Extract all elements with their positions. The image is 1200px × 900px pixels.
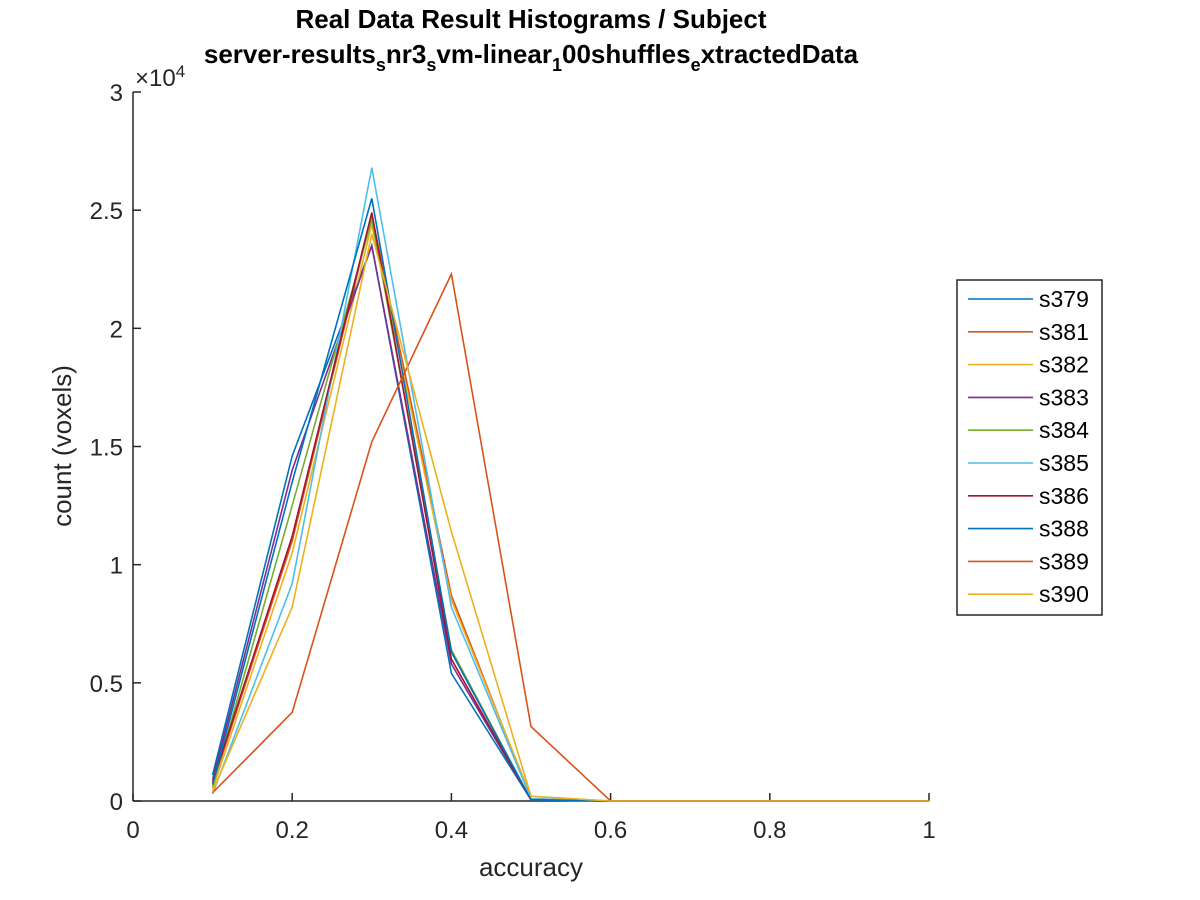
series-line-s383	[211, 242, 929, 802]
series-line-s388	[211, 198, 929, 802]
x-tick-label: 0	[126, 817, 139, 844]
legend-label-s388: s388	[1039, 516, 1089, 542]
axes	[132, 92, 929, 802]
series-line-s381	[211, 214, 929, 802]
legend-label-s389: s389	[1039, 548, 1089, 574]
series-line-s379	[211, 242, 929, 802]
chart-title: Real Data Result Histograms / Subject	[295, 4, 766, 34]
x-tick-label: 1	[922, 817, 935, 844]
y-axis-label: count (voxels)	[47, 365, 77, 527]
subtitle-subscript: e	[691, 55, 701, 75]
y-ticks: 0 0.5 1 1.5 2 2.5 3	[90, 80, 141, 816]
series-line-s386	[211, 212, 929, 802]
y-tick-label: 0.5	[90, 671, 123, 698]
series-line-s384	[211, 219, 929, 802]
y-tick-label: 1.5	[90, 435, 123, 462]
subtitle-subscript: s	[376, 55, 386, 75]
y-exponent-label: ×104	[135, 62, 185, 92]
legend-label-s379: s379	[1039, 286, 1089, 312]
legend-label-s390: s390	[1039, 581, 1089, 607]
legend-label-s385: s385	[1039, 450, 1089, 476]
series-line-s389	[212, 271, 929, 802]
legend-label-s381: s381	[1039, 319, 1089, 345]
x-tick-label: 0.8	[753, 817, 786, 844]
legend-label-s384: s384	[1039, 417, 1089, 443]
legend: s379 s381 s382 s383 s384 s385 s386 s388 s389 s390	[956, 279, 1103, 616]
legend-label-s382: s382	[1039, 352, 1089, 378]
y-tick-label: 2	[110, 316, 123, 343]
chart-subtitle: server-resultssnr3svm-linear100shufflese…	[204, 39, 859, 75]
x-tick-label: 0.6	[594, 817, 627, 844]
series-line-s385	[211, 167, 929, 802]
legend-label-s383: s383	[1039, 384, 1089, 410]
x-axis-label: accuracy	[479, 852, 583, 882]
subtitle-part: xtractedData	[701, 39, 859, 69]
y-tick-label: 1	[110, 553, 123, 580]
y-tick-label: 0	[110, 789, 123, 816]
x-ticks: 0 0.2 0.4 0.6 0.8 1	[126, 793, 936, 844]
subtitle-subscript: 1	[552, 55, 562, 75]
series-group	[211, 167, 929, 802]
subtitle-part: vm-linear	[436, 39, 552, 69]
legend-box	[956, 279, 1103, 616]
y-tick-label: 3	[110, 80, 123, 107]
subtitle-part: server-results	[204, 39, 376, 69]
y-exponent-power: 4	[176, 62, 185, 81]
subtitle-subscript: s	[426, 55, 436, 75]
subtitle-part: nr3	[386, 39, 426, 69]
x-tick-label: 0.2	[276, 817, 309, 844]
y-tick-label: 2.5	[90, 198, 123, 225]
series-line-s382	[211, 224, 929, 802]
subtitle-part: 00shuffles	[562, 39, 691, 69]
legend-label-s386: s386	[1039, 483, 1089, 509]
series-line-s390	[211, 233, 929, 802]
x-tick-label: 0.4	[435, 817, 468, 844]
